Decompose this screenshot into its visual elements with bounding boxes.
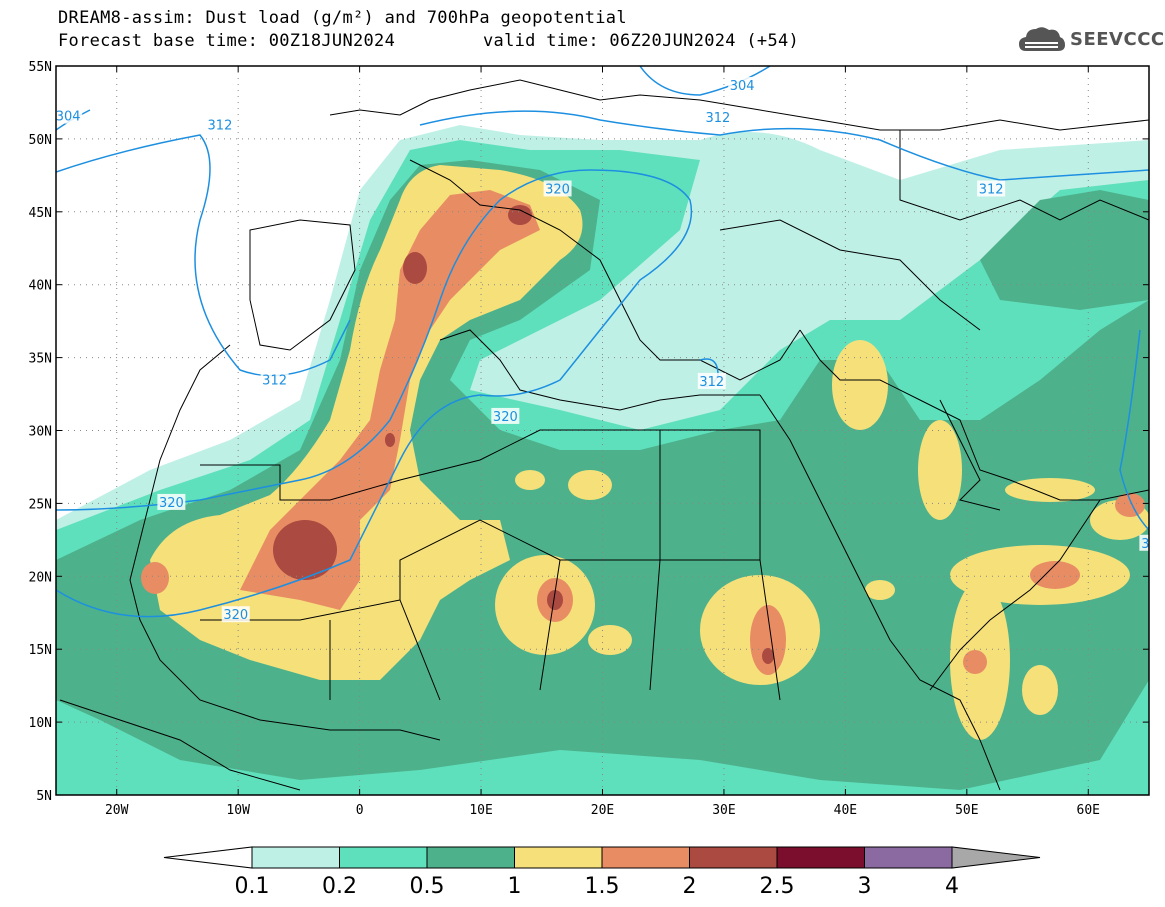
lat-tick-label: 50N xyxy=(29,133,52,148)
colorbar-segment xyxy=(251,846,340,869)
forecast-base-time: Forecast base time: 00Z18JUN2024 xyxy=(58,31,396,51)
contour-label: 3 xyxy=(1141,537,1149,552)
lat-tick-label: 20N xyxy=(29,570,52,585)
colorbar-segment xyxy=(426,846,515,869)
lon-tick-label: 10W xyxy=(226,803,250,818)
lat-tick-label: 15N xyxy=(29,643,52,658)
colorbar-segment xyxy=(689,846,778,869)
dust-level-0.5-east xyxy=(980,190,1149,310)
dust-blob-yellow xyxy=(568,470,612,500)
dust-blob-yellow xyxy=(1005,478,1095,502)
contour-label-bg xyxy=(54,107,83,124)
colorbar-level-label: 3 xyxy=(858,874,872,899)
logo-text: SEEVCCC xyxy=(1070,29,1165,50)
colorbar-level-label: 4 xyxy=(945,874,959,899)
contour-label: 320 xyxy=(545,182,570,197)
contour-label-bg xyxy=(728,76,757,93)
dust-level-0.1-north xyxy=(700,132,820,175)
lon-tick-label: 40E xyxy=(834,803,857,818)
map-title: DREAM8-assim: Dust load (g/m²) and 700hP… xyxy=(58,8,627,28)
colorbar-segment xyxy=(864,846,953,869)
lon-tick-label: 50E xyxy=(955,803,978,818)
colorbar-over-triangle xyxy=(951,846,1041,869)
seevccc-logo: SEEVCCC xyxy=(1018,24,1164,54)
dust-core xyxy=(547,590,563,610)
dust-core xyxy=(762,648,774,664)
dust-blob-orange xyxy=(1030,561,1080,589)
contour-label-bg xyxy=(703,109,732,126)
colorbar-level-label: 0.5 xyxy=(410,874,445,899)
contour-label: 304 xyxy=(730,79,755,94)
dust-core xyxy=(273,520,337,580)
lat-tick-label: 55N xyxy=(29,60,52,75)
contour-label: 312 xyxy=(262,373,287,388)
contour-label: 312 xyxy=(208,118,233,133)
dust-core xyxy=(385,433,395,447)
colorbar-under-triangle xyxy=(163,846,253,869)
lon-tick-label: 20E xyxy=(591,803,614,818)
dust-blob-yellow xyxy=(588,625,632,655)
colorbar-level-label: 0.1 xyxy=(235,874,270,899)
valid-time: valid time: 06Z20JUN2024 (+54) xyxy=(483,31,800,51)
dust-blob-yellow xyxy=(1022,665,1058,715)
dust-blob-orange xyxy=(750,605,786,675)
contour-label-bg xyxy=(205,116,234,133)
dust-blob-yellow xyxy=(918,420,962,520)
lon-tick-label: 0 xyxy=(356,803,364,818)
contour-label-bg xyxy=(977,180,1006,197)
contour-label-bg xyxy=(157,493,186,510)
colorbar-level-label: 2 xyxy=(683,874,697,899)
contour-labels: 312 312 312 304 312 312 320 320 320 320 304 3 xyxy=(54,76,1152,623)
colorbar-segment xyxy=(601,846,690,869)
coastlines xyxy=(59,79,1149,791)
colorbar-segment xyxy=(339,846,428,869)
contour-label-bg xyxy=(491,407,520,424)
contour-label: 312 xyxy=(699,375,724,390)
dust-blob-yellow xyxy=(515,470,545,490)
contour-label-bg xyxy=(543,180,572,197)
lat-tick-label: 25N xyxy=(29,497,52,512)
lon-tick-label: 30E xyxy=(712,803,735,818)
lat-tick-label: 40N xyxy=(29,279,52,294)
contour-label: 312 xyxy=(979,182,1004,197)
colorbar-segment xyxy=(514,846,603,869)
contour-label: 320 xyxy=(159,496,184,511)
dust-level-1 xyxy=(150,165,583,680)
lon-tick-label: 10E xyxy=(469,803,492,818)
colorbar-level-label: 0.2 xyxy=(322,874,357,899)
lon-tick-label: 60E xyxy=(1077,803,1100,818)
contour-label-bg xyxy=(697,372,726,389)
contour-label: 304 xyxy=(56,110,81,125)
colorbar-segment xyxy=(776,846,865,869)
colorbar-level-label: 1.5 xyxy=(585,874,620,899)
dust-blob-orange xyxy=(1115,493,1145,517)
lat-tick-label: 35N xyxy=(29,352,52,367)
cloud-icon xyxy=(1019,27,1065,51)
contour-label-bg xyxy=(221,606,250,623)
contour-label: 320 xyxy=(493,410,518,425)
lat-tick-label: 30N xyxy=(29,425,52,440)
dust-core xyxy=(508,205,532,225)
map-subtitle: Forecast base time: 00Z18JUN2024 valid ti… xyxy=(58,31,799,51)
dust-blob-orange xyxy=(141,562,169,594)
dust-core xyxy=(403,252,427,284)
contour-label-bg xyxy=(260,371,289,388)
geopotential-contours xyxy=(56,66,1149,618)
lat-tick-label: 45N xyxy=(29,206,52,221)
lat-tick-label: 10N xyxy=(29,716,52,731)
axis-ticks: 55N 50N 45N 40N 35N 30N 25N 20N 15N 10N 5N 20W 10W 0 1… xyxy=(29,60,1149,818)
dust-level-1.5 xyxy=(240,190,540,610)
lon-tick-label: 20W xyxy=(105,803,129,818)
colorbar: 0.1 0.2 0.5 1 1.5 2 2.5 3 4 xyxy=(163,846,1041,899)
contour-label: 312 xyxy=(705,111,730,126)
dust-blob-orange xyxy=(963,650,987,674)
lat-tick-label: 5N xyxy=(36,789,52,804)
dust-blob-yellow xyxy=(832,340,888,430)
dust-blob-yellow xyxy=(865,580,895,600)
contour-label: 320 xyxy=(223,608,248,623)
colorbar-level-label: 2.5 xyxy=(760,874,795,899)
colorbar-level-label: 1 xyxy=(508,874,522,899)
